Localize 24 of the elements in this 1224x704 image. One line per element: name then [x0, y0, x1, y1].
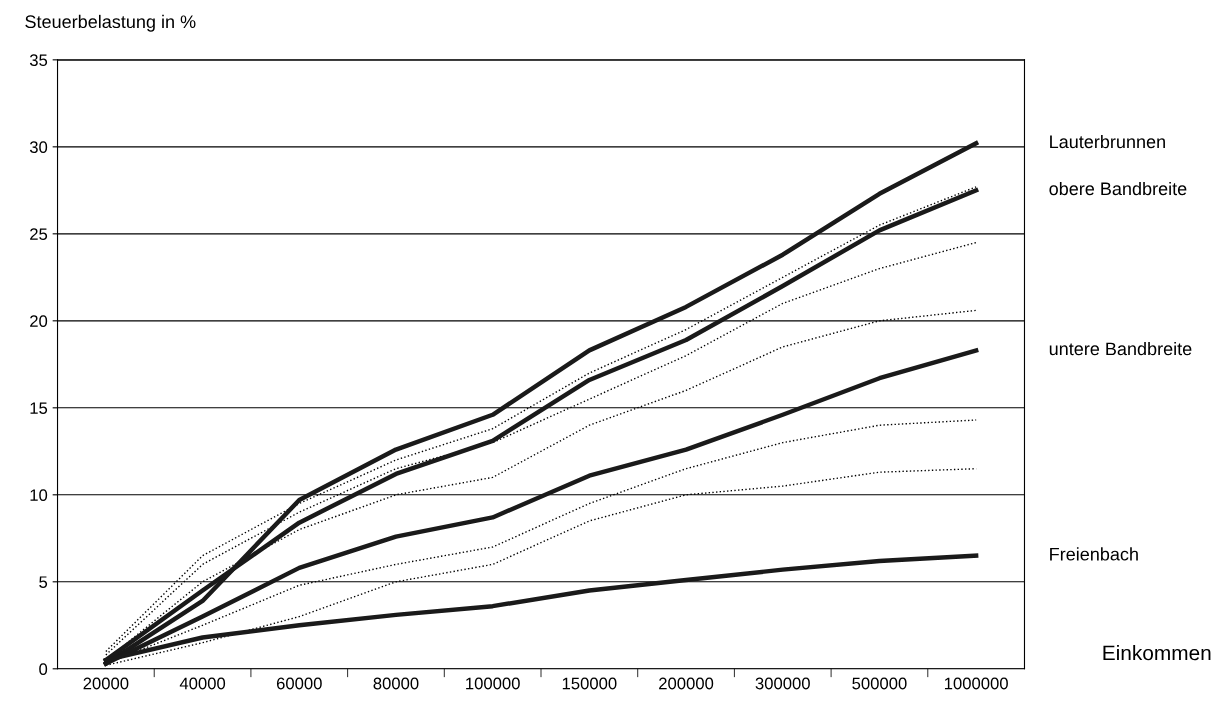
x-tick-label: 200000	[659, 677, 714, 690]
y-tick-label: 30	[29, 141, 48, 154]
y-axis-title: Steuerbelastung in %	[25, 14, 196, 32]
x-tick-label: 100000	[466, 677, 520, 690]
y-tick-label: 20	[30, 315, 48, 328]
x-tick-label: 80000	[373, 677, 419, 690]
y-tick-label: 5	[39, 576, 48, 589]
y-tick-label: 25	[30, 228, 48, 241]
text: Lauterbrunnen	[1050, 134, 1165, 149]
y-tick-label: 35	[29, 54, 48, 67]
text: obere Bandbreite	[1049, 181, 1187, 196]
x-tick-label: 150000	[562, 677, 617, 690]
y-tick-label: 15	[30, 402, 48, 415]
x-tick-label: 1000000	[944, 677, 1008, 690]
x-tick-label: 500000	[852, 677, 907, 690]
y-tick-label: 0	[39, 663, 48, 675]
x-tick-label: 300000	[755, 677, 810, 690]
x-tick-label: 60000	[276, 677, 322, 690]
y-tick-label: 10	[30, 489, 48, 502]
text: untere Bandbreite	[1049, 341, 1192, 356]
x-tick-label: 20000	[83, 677, 129, 690]
text: Einkommen	[1103, 645, 1211, 661]
x-tick-label: 40000	[179, 677, 226, 690]
text: Freienbach	[1050, 547, 1138, 561]
